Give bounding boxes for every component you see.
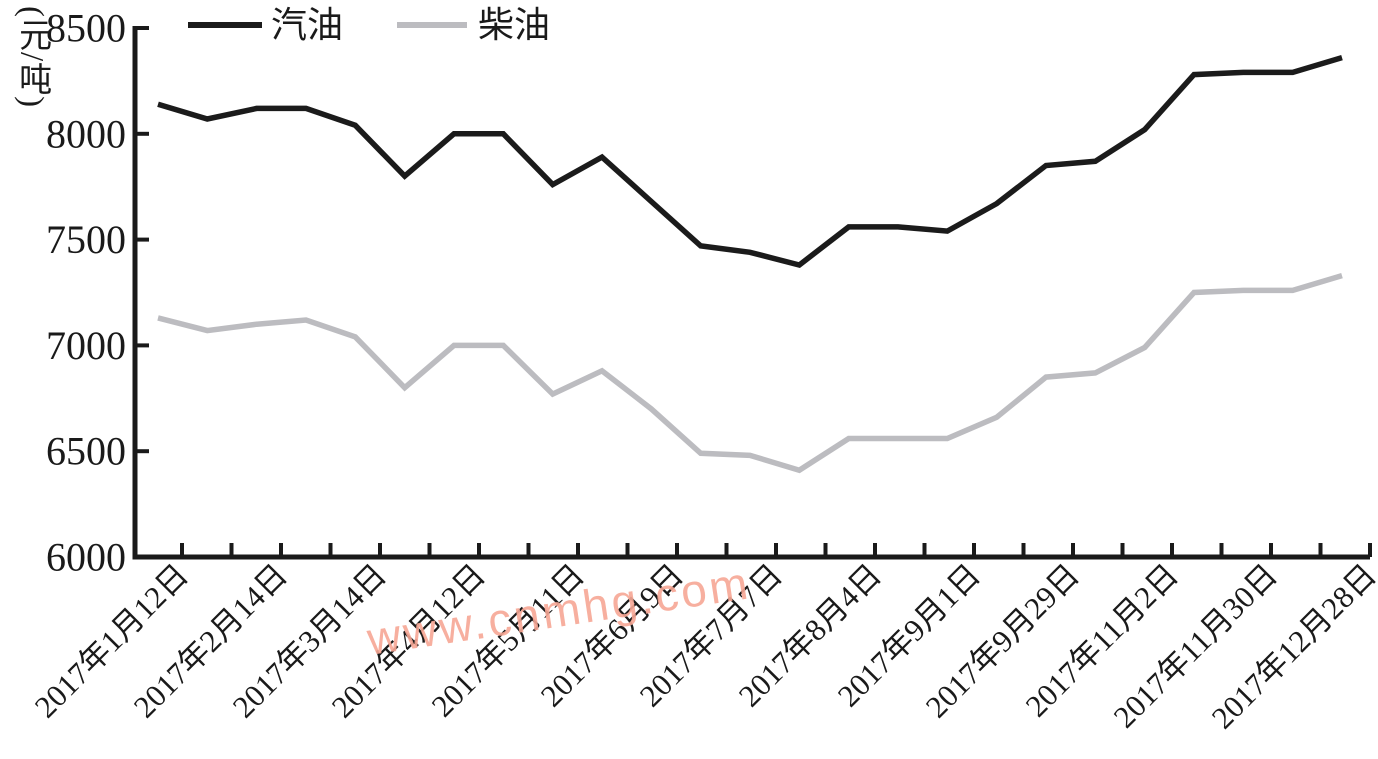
legend-label-gasoline: 汽油 [271,5,343,45]
y-tick-label: 8500 [46,6,126,51]
y-tick-label: 7000 [46,323,126,368]
legend-label-diesel: 柴油 [478,5,550,45]
axis-frame [132,26,1370,560]
series-line-diesel [157,272,1343,474]
series-line-gasoline [157,54,1343,268]
y-axis-title: (元/吨) [13,6,50,109]
y-tick-label: 6000 [46,535,126,580]
y-tick-label: 7500 [46,217,126,262]
series [157,54,1343,474]
y-tick-label: 6500 [46,429,126,474]
y-tick-label: 8000 [46,111,126,156]
legend: 汽油 柴油 [188,5,550,45]
x-tick-label: 2017年12月28日 [1205,557,1378,735]
